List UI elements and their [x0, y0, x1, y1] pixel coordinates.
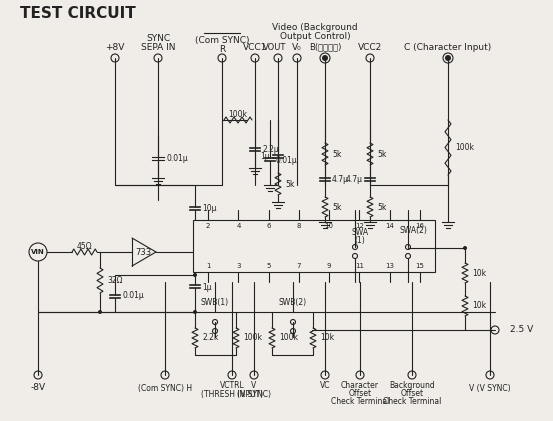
Text: B(作成入力): B(作成入力)	[309, 43, 341, 51]
Text: Output Control): Output Control)	[280, 32, 350, 40]
Text: SEPA IN: SEPA IN	[141, 43, 175, 51]
Text: Offset: Offset	[348, 389, 372, 397]
Circle shape	[445, 55, 451, 61]
Text: 3: 3	[236, 263, 241, 269]
Text: Character: Character	[341, 381, 379, 389]
Circle shape	[98, 310, 102, 314]
Text: -8V: -8V	[30, 383, 45, 392]
Text: 2.2μ: 2.2μ	[262, 144, 279, 154]
Text: R: R	[219, 45, 225, 53]
Text: SWA: SWA	[352, 227, 368, 237]
Text: 8: 8	[296, 223, 301, 229]
Text: 45Ω: 45Ω	[77, 242, 92, 250]
Text: V₀: V₀	[292, 43, 302, 51]
Text: 100k: 100k	[279, 333, 298, 343]
Text: 0.01μ: 0.01μ	[122, 291, 144, 301]
Text: V (V SYNC): V (V SYNC)	[469, 384, 511, 392]
Text: SWB(2): SWB(2)	[279, 298, 307, 307]
Text: 14: 14	[385, 223, 394, 229]
Text: VCC2: VCC2	[358, 43, 382, 51]
Text: SYNC: SYNC	[146, 34, 170, 43]
Text: 2: 2	[206, 223, 210, 229]
Text: 10μ: 10μ	[202, 203, 217, 213]
Text: 1μ: 1μ	[260, 152, 270, 160]
Text: 10: 10	[325, 223, 333, 229]
Text: 1μ: 1μ	[202, 282, 212, 291]
Text: Check Terminal: Check Terminal	[383, 397, 441, 405]
Text: VCTRL: VCTRL	[220, 381, 244, 389]
Text: 32Ω: 32Ω	[107, 276, 123, 285]
Text: 2.2k: 2.2k	[202, 333, 218, 343]
Text: SWB(1): SWB(1)	[201, 298, 229, 307]
Text: 4: 4	[236, 223, 241, 229]
Text: TEST CIRCUIT: TEST CIRCUIT	[20, 5, 135, 21]
Text: 15: 15	[415, 263, 424, 269]
Text: 100k: 100k	[228, 109, 248, 118]
Text: 12: 12	[355, 223, 364, 229]
Text: V: V	[252, 381, 257, 389]
Text: 733: 733	[135, 248, 151, 256]
Text: 10k: 10k	[472, 301, 486, 311]
Text: VOUT: VOUT	[263, 43, 286, 51]
Text: 4.7μ: 4.7μ	[346, 174, 363, 184]
Text: (Com SYNC): (Com SYNC)	[195, 35, 249, 45]
Text: 10k: 10k	[320, 333, 334, 343]
Text: 16: 16	[415, 223, 424, 229]
Circle shape	[463, 246, 467, 250]
Text: 4.7μ: 4.7μ	[332, 174, 349, 184]
Text: +8V: +8V	[105, 43, 124, 51]
Text: 0.01μ: 0.01μ	[275, 155, 297, 165]
Circle shape	[193, 310, 197, 314]
Text: 5: 5	[267, 263, 271, 269]
Text: VC: VC	[320, 381, 330, 389]
Text: 10k: 10k	[472, 269, 486, 277]
Text: VIN: VIN	[31, 249, 45, 255]
Text: 5k: 5k	[377, 203, 387, 211]
Text: (THRESH INPUT): (THRESH INPUT)	[201, 389, 263, 399]
Text: (1): (1)	[354, 235, 366, 245]
Circle shape	[193, 273, 197, 277]
Text: 11: 11	[355, 263, 364, 269]
Text: 9: 9	[327, 263, 331, 269]
Text: 0.01μ: 0.01μ	[166, 154, 188, 163]
Text: Background: Background	[389, 381, 435, 389]
Text: 13: 13	[385, 263, 394, 269]
Text: 100k: 100k	[243, 333, 262, 343]
Text: 100k: 100k	[455, 143, 474, 152]
Bar	[193, 220, 435, 272]
Text: C (Character Input): C (Character Input)	[404, 43, 492, 51]
Text: 5k: 5k	[332, 149, 341, 158]
Text: (V SYNC): (V SYNC)	[237, 389, 271, 399]
Text: Offset: Offset	[400, 389, 424, 397]
Text: 5k: 5k	[332, 203, 341, 211]
Text: (Com SYNC) H: (Com SYNC) H	[138, 384, 192, 392]
Text: 5k: 5k	[285, 179, 294, 189]
Text: VCC1: VCC1	[243, 43, 267, 51]
Text: Video (Background: Video (Background	[272, 22, 358, 32]
Text: 1: 1	[206, 263, 210, 269]
Circle shape	[322, 55, 328, 61]
Text: 7: 7	[296, 263, 301, 269]
Text: 5k: 5k	[377, 149, 387, 158]
Text: 6: 6	[267, 223, 271, 229]
Text: Check Terminal: Check Terminal	[331, 397, 389, 405]
Text: SWA(2): SWA(2)	[399, 226, 427, 234]
Text: 2.5 V: 2.5 V	[510, 325, 533, 335]
